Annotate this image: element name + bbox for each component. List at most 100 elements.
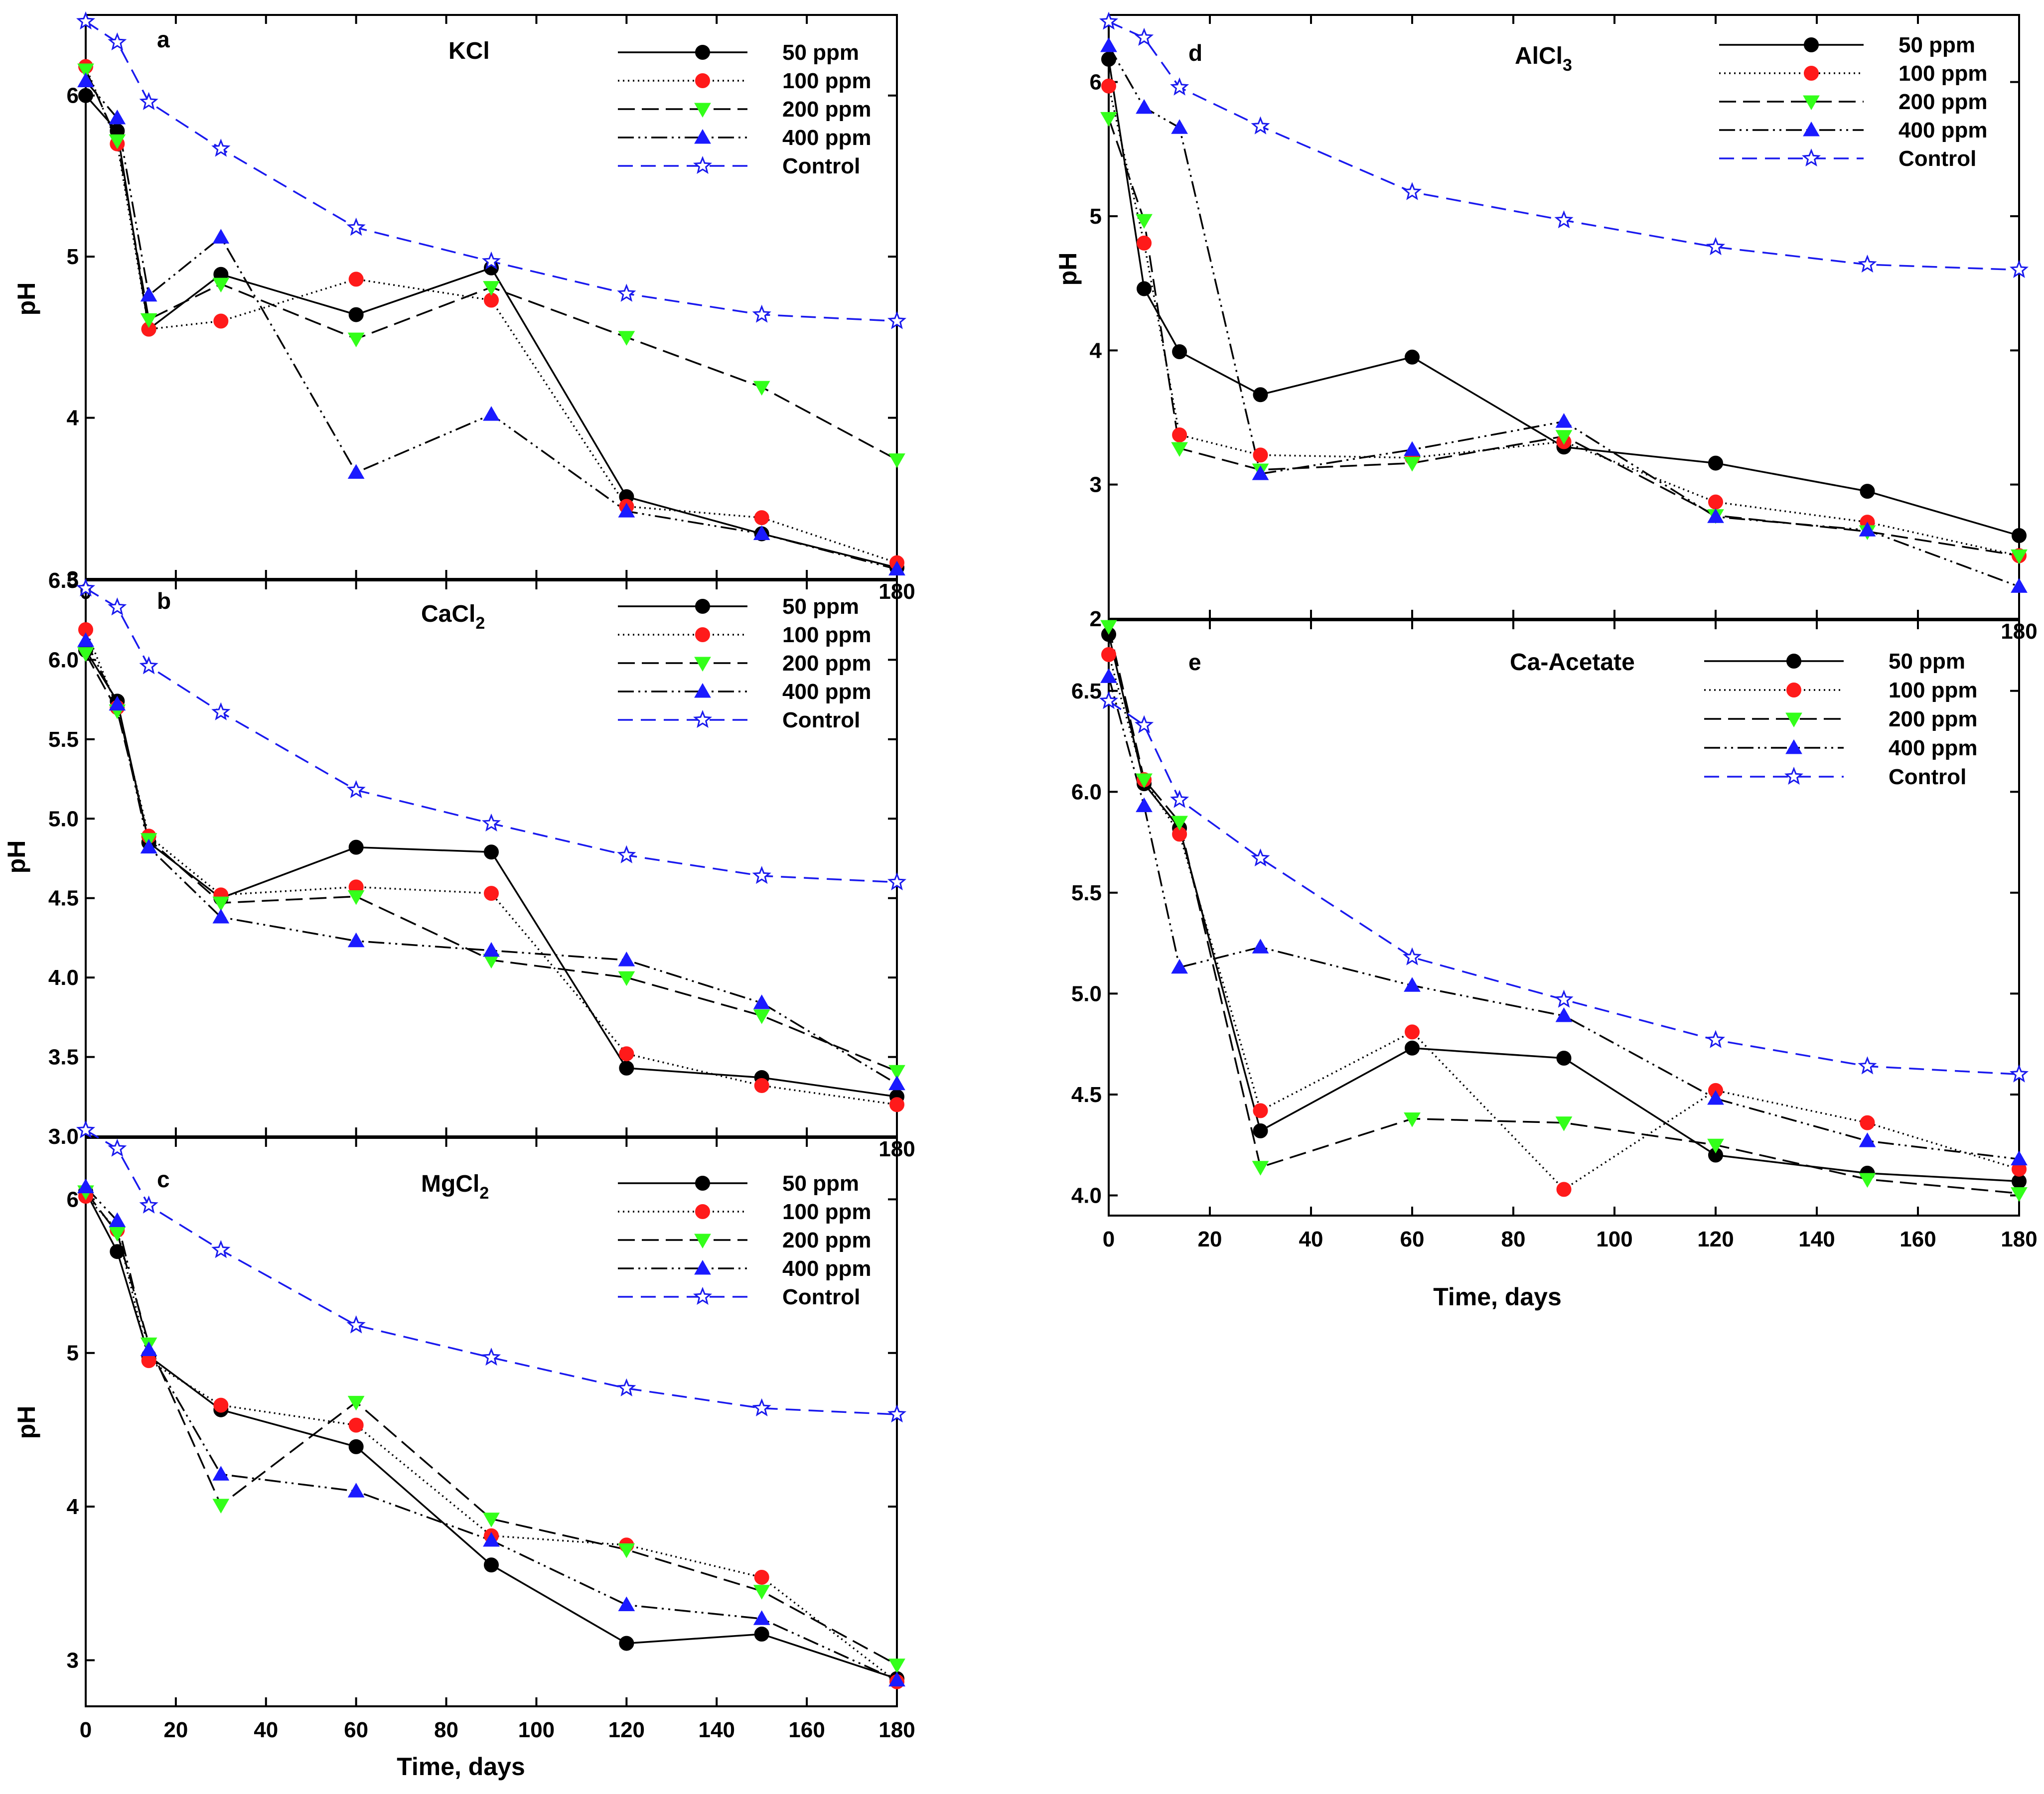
data-point-400-ppm [1171,959,1188,974]
data-point-control [887,1404,907,1423]
legend: 50 ppm 100 ppm 200 ppm 400 ppm Control [618,40,872,178]
data-point-control [1099,11,1119,30]
data-point-200-ppm [888,453,905,468]
data-point-control [1706,1030,1726,1048]
data-point-50-ppm [348,1439,364,1454]
data-point-400-ppm [1707,1090,1724,1105]
data-point-control [346,217,366,236]
series-line-200-ppm [1108,118,2020,557]
data-point-control [887,872,907,891]
data-point-400-ppm [888,560,905,576]
x-tick-label: 20 [163,1718,188,1742]
data-point-100-ppm [1101,78,1116,94]
series-line-200-ppm [85,1191,897,1666]
data-point-control [346,1315,366,1334]
data-point-control [2009,1064,2029,1083]
data-point-control [752,1398,771,1417]
x-tick-label: 0 [80,1718,92,1742]
x-tick-label: 180 [2001,1227,2037,1251]
data-point-control [1858,254,1877,273]
legend-marker [693,709,713,728]
data-point-100-ppm [1253,1103,1268,1118]
x-tick-label: 120 [608,1718,645,1742]
data-point-50-ppm [1137,281,1152,296]
y-tick-label: 6 [67,1187,79,1212]
data-point-control [481,251,501,270]
data-point-400-ppm [140,838,157,854]
series-line-400-ppm [1108,45,2020,588]
legend-label: 50 ppm [782,1171,859,1196]
data-point-200-ppm [77,647,94,662]
legend-label: 100 ppm [1889,678,1978,702]
y-tick-label: 3.0 [48,1124,79,1149]
series-line-400-ppm [85,1186,897,1681]
data-point-50-ppm [754,1627,769,1642]
x-tick-label: 60 [344,1718,368,1742]
data-point-control [752,866,771,884]
legend-label: 200 ppm [782,1228,872,1252]
data-point-200-ppm [77,63,94,78]
data-point-control [76,1120,96,1138]
x-tick-label: 20 [1198,1227,1222,1251]
data-point-400-ppm [1100,668,1117,683]
data-point-100-ppm [213,313,229,329]
x-axis-title: Time, days [1433,1283,1562,1311]
data-point-control [1706,237,1726,256]
chart-title-subscript: 2 [475,614,485,633]
data-point-control [481,813,501,832]
data-point-50-ppm [1405,349,1420,365]
data-point-50-ppm [78,88,93,103]
legend-label: Control [782,1285,860,1309]
data-point-400-ppm [140,286,157,302]
data-point-50-ppm [1253,387,1268,403]
legend-label: 50 ppm [1889,649,1965,674]
data-point-control [1402,182,1422,200]
chart-panel-e: 4.0 4.5 5.0 5.5 6.0 6.5 0 20 40 60 80 100 120 140 160 1… [1071,619,2038,1311]
data-point-400-ppm [109,109,126,125]
data-point-100-ppm [1405,1024,1420,1040]
legend-label: 100 ppm [1898,61,1988,86]
x-tick-label: 160 [1899,1227,1936,1251]
y-tick-label: 5 [67,245,79,269]
panel-letter: c [157,1166,170,1192]
series-line-50-ppm [1108,59,2020,537]
legend-label: 50 ppm [782,40,859,65]
x-axis-title: Time, days [397,1753,525,1781]
data-point-100-ppm [754,1078,769,1093]
data-point-200-ppm [347,332,365,348]
data-point-100-ppm [754,1569,769,1585]
data-point-control [1099,690,1119,709]
chart-title-subscript: 3 [1563,56,1572,75]
data-point-control [1134,715,1154,733]
data-point-200-ppm [347,1395,365,1411]
data-point-200-ppm [1404,1112,1421,1127]
series-line-100-ppm [1108,654,2020,1191]
legend-marker [695,1204,710,1219]
y-tick-label: 4.5 [1071,1083,1102,1107]
legend-marker [694,1234,711,1249]
y-tick-label: 4.0 [48,966,79,990]
data-point-100-ppm [1172,427,1187,443]
legend-label: 200 ppm [782,651,872,676]
data-point-200-ppm [618,1543,635,1558]
data-point-control [1858,1056,1877,1075]
y-tick-label: 3.5 [48,1045,79,1070]
chart-title-main: CaCl [421,601,475,627]
data-point-400-ppm [77,632,94,647]
data-point-100-ppm [1556,1182,1572,1197]
legend-marker [695,45,710,60]
legend-marker [1804,66,1819,81]
legend-label: 100 ppm [782,69,872,93]
data-point-control [617,283,636,302]
data-point-200-ppm [212,277,230,293]
y-tick-label: 6 [67,84,79,108]
data-point-control [139,656,158,675]
y-tick-label: 5.0 [1071,981,1102,1006]
data-point-50-ppm [2012,528,2027,544]
chart-title: KCl [448,38,490,64]
data-point-200-ppm [2011,549,2028,564]
data-point-400-ppm [140,1341,157,1357]
chart-title-main: Ca-Acetate [1510,649,1635,676]
